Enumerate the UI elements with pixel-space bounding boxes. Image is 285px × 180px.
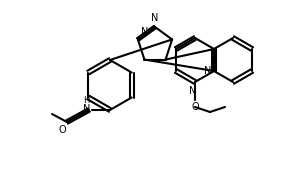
Text: N: N [204, 66, 211, 76]
Text: O: O [58, 125, 66, 135]
Text: O: O [191, 102, 199, 112]
Text: N: N [189, 86, 197, 96]
Text: N: N [151, 13, 159, 23]
Text: N: N [83, 104, 90, 114]
Text: N: N [141, 27, 148, 37]
Text: H: H [84, 96, 90, 105]
